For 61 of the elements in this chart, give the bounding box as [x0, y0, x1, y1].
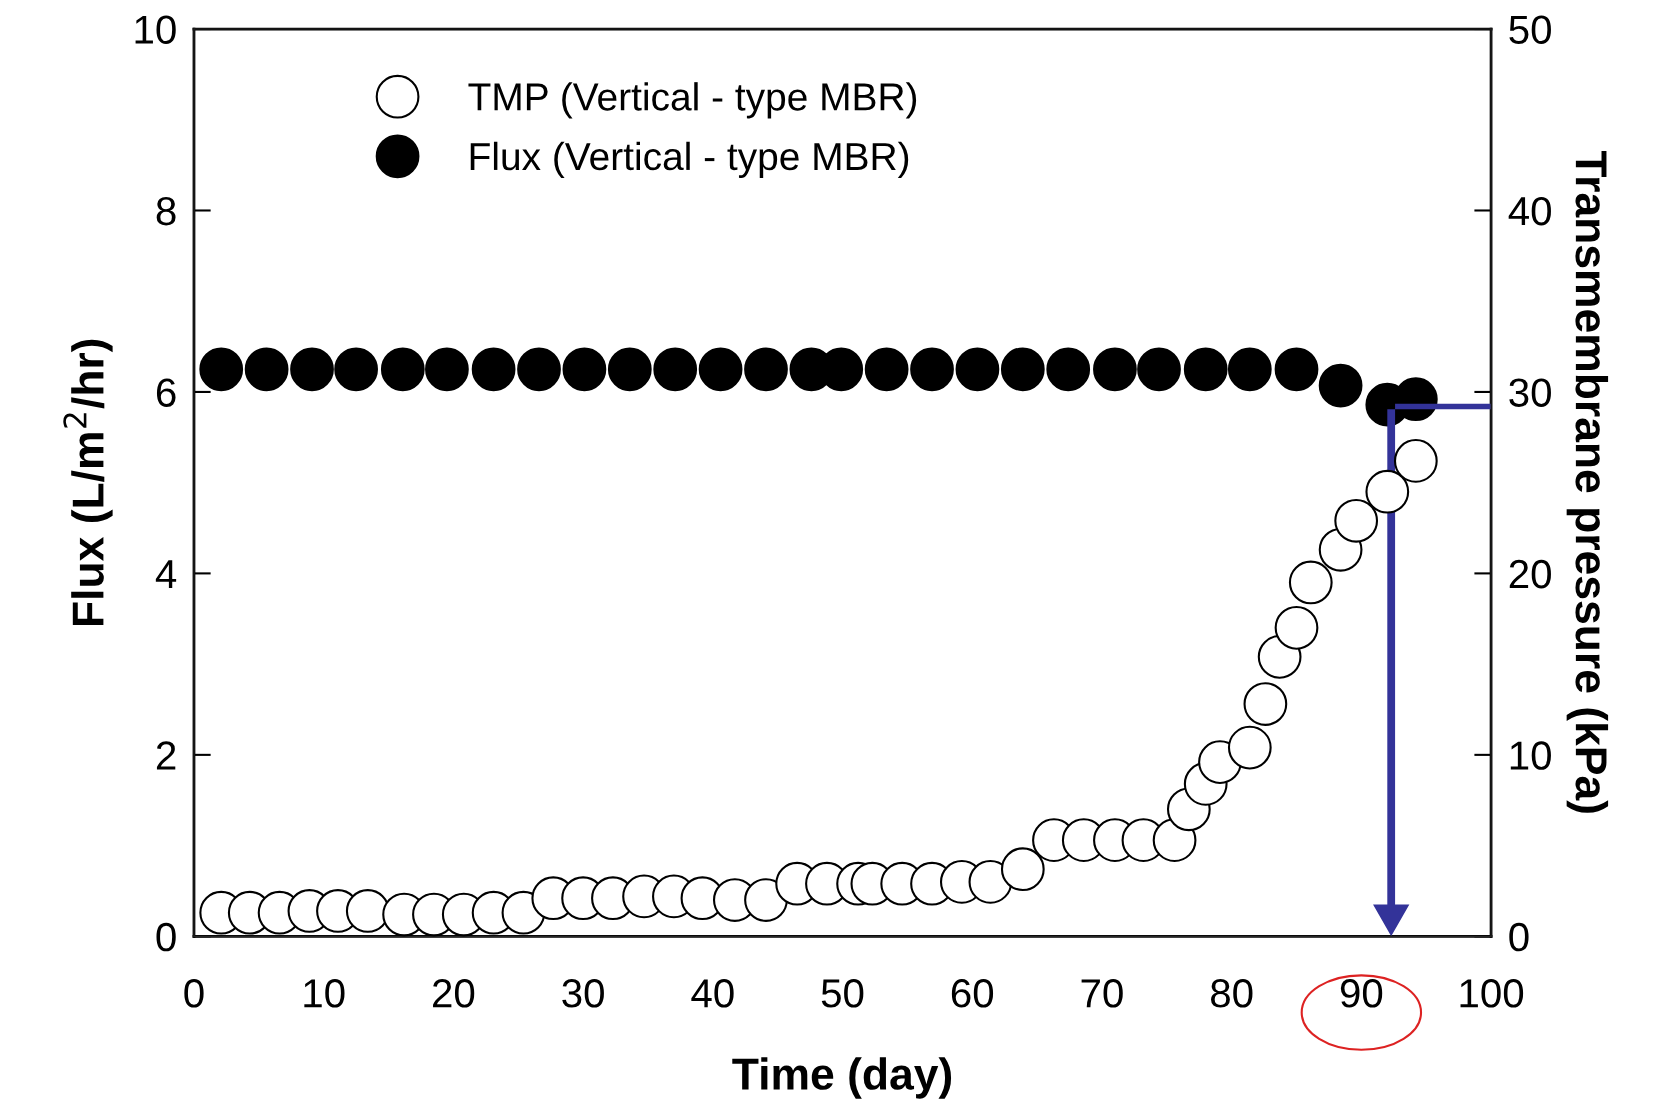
point — [1274, 605, 1319, 650]
point — [1000, 847, 1045, 892]
point — [1000, 347, 1045, 392]
x-tick-label: 90 — [1340, 979, 1383, 1008]
x-tick-label: 20 — [433, 979, 475, 1008]
point — [1243, 682, 1288, 726]
x-tick-label: 0 — [184, 979, 204, 1008]
point — [1227, 725, 1272, 770]
y-tick-label: 10 — [135, 15, 176, 45]
point — [1334, 498, 1379, 543]
point — [864, 347, 909, 392]
point — [345, 889, 390, 933]
x-tick-label: 60 — [951, 979, 994, 1008]
y2-tick-label: 50 — [1509, 15, 1551, 45]
point — [1183, 347, 1228, 392]
point — [562, 347, 607, 392]
point — [1227, 347, 1272, 392]
point — [1046, 347, 1091, 392]
y2-axis-title: Transmembrane pressure (kPa) — [1566, 150, 1609, 813]
x-tick-label: 30 — [562, 979, 604, 1008]
y-tick-label: 6 — [156, 378, 176, 407]
point — [1365, 469, 1410, 514]
point — [425, 347, 469, 392]
point — [517, 347, 561, 392]
y-tick-label: 2 — [156, 741, 176, 770]
x-axis-title: Time (day) — [732, 1057, 952, 1099]
y2-tick-label: 40 — [1508, 196, 1551, 226]
y-axis-title: Flux (L/m$^{2}$/hr) — [63, 339, 113, 626]
point — [380, 347, 425, 392]
point — [1318, 363, 1363, 408]
x-tick-label: 40 — [691, 979, 734, 1008]
point — [1288, 560, 1333, 605]
y-tick-label: 4 — [155, 560, 177, 588]
point — [471, 347, 516, 392]
x-tick-label: 100 — [1460, 979, 1524, 1008]
y2-tick-label: 20 — [1509, 559, 1551, 589]
point — [334, 347, 378, 392]
legend-label: TMP (Vertical - type MBR) — [468, 82, 917, 119]
point — [199, 347, 244, 392]
point — [744, 878, 788, 922]
y2-tick-label: 30 — [1509, 378, 1551, 407]
point — [910, 347, 954, 392]
x-tick-label: 50 — [821, 979, 864, 1008]
point — [244, 347, 289, 392]
y2-tick-label: 0 — [1509, 922, 1529, 952]
point — [698, 347, 743, 392]
point — [955, 347, 1000, 392]
legend-label: Flux (Vertical - type MBR) — [470, 141, 909, 178]
point — [1093, 347, 1137, 392]
y-tick-label: 8 — [156, 196, 176, 226]
point — [290, 347, 334, 392]
point — [607, 347, 652, 392]
point — [1137, 347, 1181, 392]
point — [744, 347, 788, 392]
y2-tick-label: 10 — [1510, 741, 1551, 770]
point — [653, 347, 698, 392]
x-tick-label: 70 — [1081, 979, 1123, 1008]
point — [1274, 347, 1319, 392]
y-tick-label: 0 — [156, 922, 176, 952]
x-tick-label: 10 — [304, 979, 345, 1008]
x-tick-label: 80 — [1211, 979, 1253, 1008]
